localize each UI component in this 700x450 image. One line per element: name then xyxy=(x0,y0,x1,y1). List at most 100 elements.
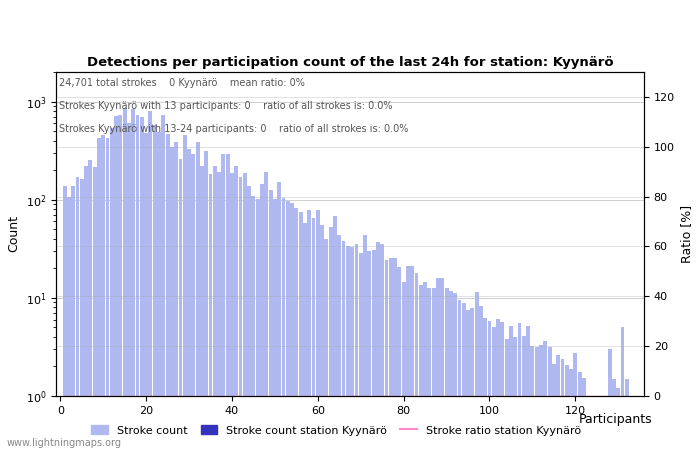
Bar xyxy=(265,172,268,450)
Bar xyxy=(372,250,375,450)
Text: Strokes Kyynärö with 13 participants: 0    ratio of all strokes is: 0.0%: Strokes Kyynärö with 13 participants: 0 … xyxy=(59,101,393,111)
Stroke ratio station Kyynärö xyxy=(622,393,631,399)
Bar xyxy=(444,288,449,450)
Bar xyxy=(398,267,401,450)
Bar xyxy=(118,115,122,450)
Bar xyxy=(603,419,608,450)
Bar xyxy=(496,320,500,450)
Bar xyxy=(114,116,118,450)
Bar xyxy=(389,258,393,450)
Bar xyxy=(187,149,191,450)
Bar xyxy=(97,139,101,450)
Bar xyxy=(384,260,388,450)
Bar xyxy=(329,227,332,450)
Bar xyxy=(230,173,234,450)
Bar xyxy=(303,223,307,450)
Bar xyxy=(414,273,419,450)
Bar xyxy=(509,326,513,450)
Bar xyxy=(277,182,281,450)
Bar xyxy=(621,328,624,450)
Bar xyxy=(368,251,371,450)
Bar xyxy=(483,318,487,450)
Bar xyxy=(239,176,242,450)
Bar xyxy=(225,154,230,450)
Bar xyxy=(440,279,444,450)
Stroke ratio station Kyynärö xyxy=(232,393,241,399)
Stroke ratio station Kyynärö xyxy=(108,393,116,399)
Bar xyxy=(470,308,475,450)
Bar xyxy=(350,247,354,450)
Bar xyxy=(591,414,594,450)
Bar xyxy=(552,364,556,450)
Bar xyxy=(243,173,247,450)
Bar xyxy=(354,244,358,450)
Bar xyxy=(256,199,260,450)
Bar xyxy=(569,369,573,450)
Bar xyxy=(547,347,552,450)
Bar xyxy=(209,174,212,450)
Bar xyxy=(625,379,629,450)
Bar xyxy=(320,225,324,450)
Bar xyxy=(170,147,174,450)
Bar xyxy=(110,128,113,450)
Bar xyxy=(204,151,208,450)
Bar xyxy=(462,303,466,450)
Bar xyxy=(76,176,79,450)
Bar xyxy=(410,266,414,450)
Bar xyxy=(251,196,256,450)
Bar xyxy=(71,186,75,450)
Bar xyxy=(333,216,337,450)
Bar xyxy=(453,292,457,450)
Bar xyxy=(174,142,178,450)
Bar xyxy=(565,365,568,450)
Bar xyxy=(127,123,131,450)
Bar xyxy=(517,324,522,450)
Bar xyxy=(183,135,187,450)
Bar xyxy=(140,117,143,450)
Bar xyxy=(587,408,590,450)
Bar xyxy=(479,306,483,450)
Bar xyxy=(260,184,264,450)
Bar xyxy=(88,160,92,450)
Stroke ratio station Kyynärö xyxy=(511,393,519,399)
Bar xyxy=(84,166,88,450)
Stroke ratio station Kyynärö xyxy=(129,393,137,399)
Bar xyxy=(213,166,217,450)
Bar xyxy=(419,285,423,450)
Bar xyxy=(376,243,380,450)
Bar xyxy=(122,108,127,450)
Bar xyxy=(148,111,153,450)
Bar xyxy=(307,211,312,450)
Bar xyxy=(325,239,328,450)
Bar xyxy=(132,109,135,450)
Bar xyxy=(196,142,200,450)
Stroke ratio station Kyynärö xyxy=(249,393,258,399)
Bar xyxy=(582,378,586,450)
Bar xyxy=(531,346,534,450)
Bar xyxy=(281,198,286,450)
Bar xyxy=(612,379,616,450)
Bar xyxy=(337,234,341,450)
Stroke ratio station Kyynärö xyxy=(515,393,524,399)
Bar xyxy=(221,154,225,450)
Bar xyxy=(102,135,105,450)
Bar xyxy=(153,125,157,450)
Y-axis label: Ratio [%]: Ratio [%] xyxy=(680,205,694,263)
Bar xyxy=(458,301,461,450)
Bar xyxy=(312,218,316,450)
Text: 24,701 total strokes    0 Kyynärö    mean ratio: 0%: 24,701 total strokes 0 Kyynärö mean rati… xyxy=(59,78,304,89)
Bar xyxy=(191,154,195,450)
Bar xyxy=(466,310,470,450)
Bar xyxy=(573,353,578,450)
Bar xyxy=(543,341,547,450)
Stroke ratio station Kyynärö xyxy=(60,393,69,399)
Bar xyxy=(247,186,251,450)
Bar xyxy=(380,244,384,450)
Bar xyxy=(290,202,294,450)
Bar xyxy=(286,201,290,450)
Bar xyxy=(67,197,71,450)
Bar xyxy=(162,115,165,450)
Bar xyxy=(488,321,491,450)
Bar xyxy=(144,133,148,450)
Bar xyxy=(492,327,496,450)
